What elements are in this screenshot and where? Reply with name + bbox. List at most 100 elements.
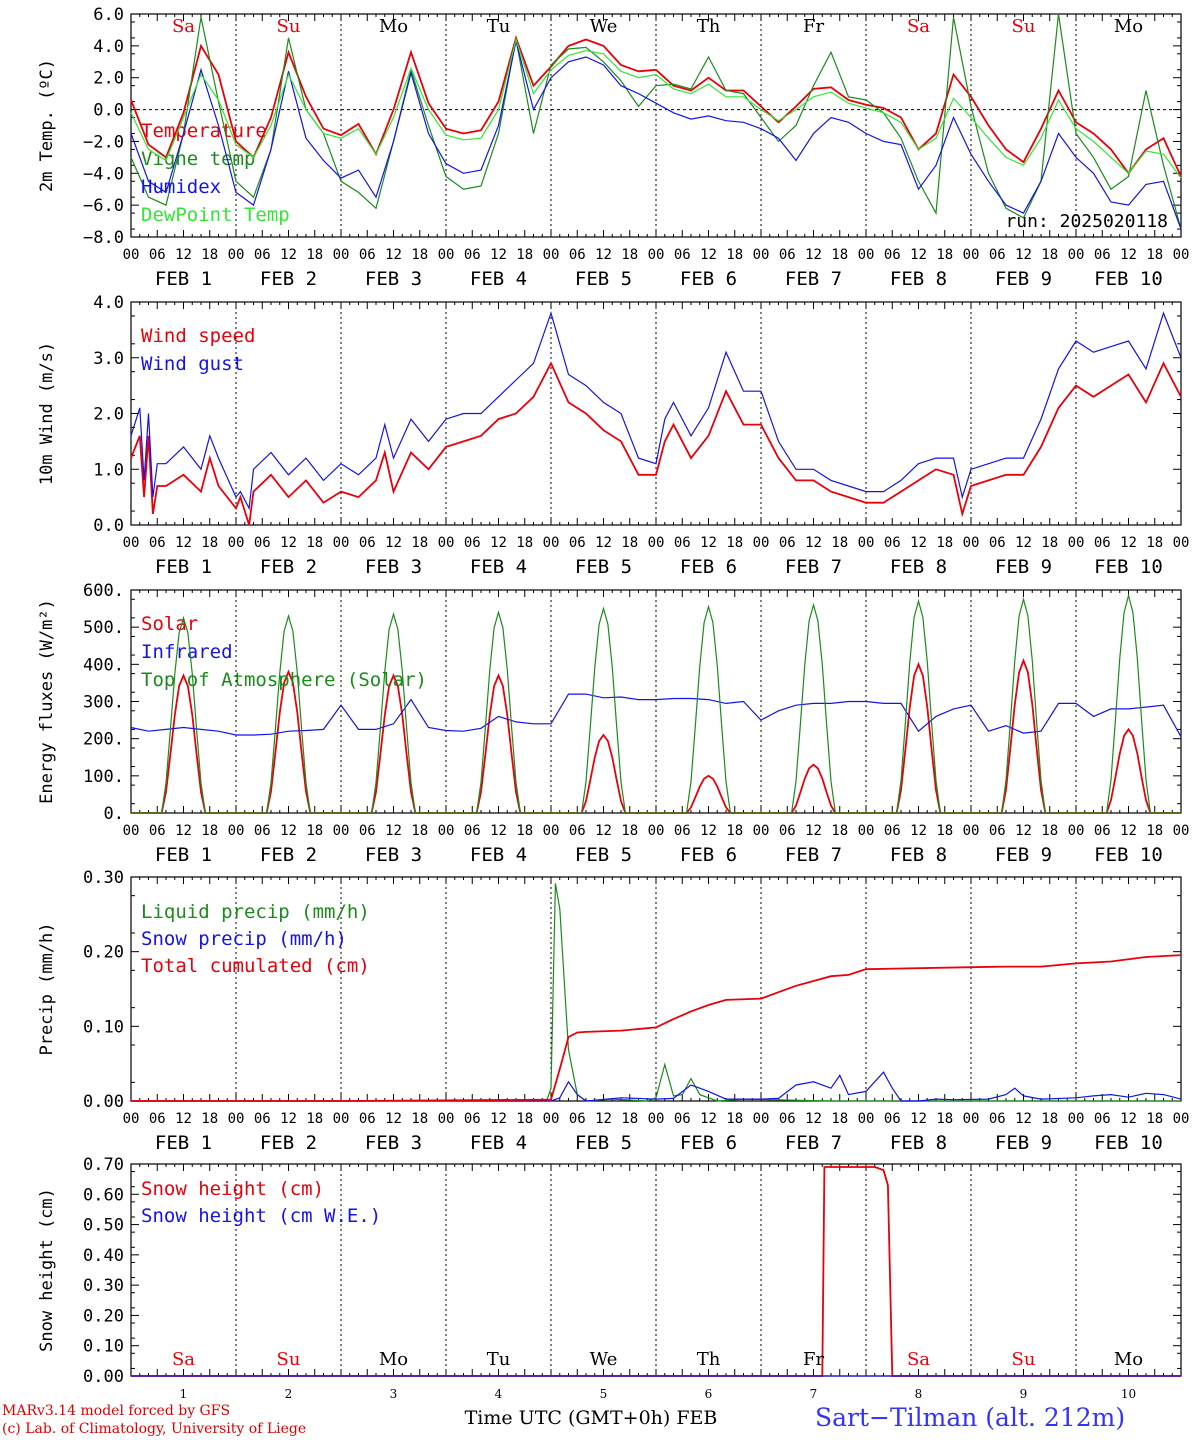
x-hour-label: 00: [123, 247, 140, 263]
x-hour-label: 12: [700, 247, 717, 263]
x-hour-label: 00: [648, 823, 665, 839]
y-tick-label: 0.10: [83, 1337, 124, 1357]
x-hour-label: 12: [385, 823, 402, 839]
x-date-label: FEB 3: [365, 268, 422, 290]
day-name-label: Sa: [172, 16, 195, 37]
x-hour-label: 12: [595, 1111, 612, 1127]
legend-entry: Top of Atmosphere (Solar): [141, 669, 427, 691]
x-hour-label: 18: [201, 823, 218, 839]
x-hour-label: 18: [936, 247, 953, 263]
x-hour-label: 18: [1041, 1111, 1058, 1127]
x-hour-label: 00: [123, 535, 140, 551]
x-hour-label: 18: [621, 247, 638, 263]
legend-entry: Solar: [141, 613, 198, 635]
y-tick-label: 0.: [104, 804, 124, 824]
day-name-label: Sa: [907, 1349, 930, 1370]
y-tick-label: 0.40: [83, 1246, 124, 1266]
y-axis-title: 2m Temp. (ºC): [37, 59, 57, 192]
series-line-dewpoint-temp: [130, 37, 1182, 179]
x-hour-label: 00: [228, 535, 245, 551]
x-hour-label: 12: [910, 247, 927, 263]
x-hour-label: 12: [1015, 247, 1032, 263]
x-hour-label: 06: [1094, 535, 1111, 551]
legend-entry: Liquid precip (mm/h): [141, 901, 370, 923]
y-tick-label: 0.50: [83, 1216, 124, 1236]
x-date-label: FEB 1: [155, 844, 212, 866]
x-hour-label: 00: [438, 823, 455, 839]
x-hour-label: 18: [306, 247, 323, 263]
x-date-label: FEB 5: [575, 844, 632, 866]
x-date-label: FEB 7: [785, 556, 842, 578]
x-hour-label: 18: [831, 1111, 848, 1127]
x-date-label: FEB 1: [155, 268, 212, 290]
x-hour-label: 18: [831, 823, 848, 839]
x-hour-label: 06: [569, 247, 586, 263]
x-hour-label: 00: [1173, 823, 1190, 839]
x-date-label: FEB 6: [680, 556, 737, 578]
x-hour-label: 00: [438, 247, 455, 263]
x-date-label: FEB 4: [470, 556, 527, 578]
run-label: run: 2025020118: [1005, 211, 1168, 232]
x-hour-label: 00: [858, 247, 875, 263]
x-date-label: FEB 3: [365, 844, 422, 866]
x-hour-label: 12: [700, 823, 717, 839]
x-hour-label: 18: [726, 1111, 743, 1127]
legend-entry: Temperature: [141, 120, 267, 142]
x-date-label: FEB 9: [995, 268, 1052, 290]
series-line-humidex: [130, 40, 1182, 230]
x-date-label: FEB 5: [575, 268, 632, 290]
x-hour-label: 06: [884, 1111, 901, 1127]
x-hour-label: 00: [123, 823, 140, 839]
y-tick-label: 0.00: [83, 1092, 124, 1112]
x-hour-label: 06: [569, 1111, 586, 1127]
y-tick-label: 0.0: [93, 101, 124, 121]
x-hour-label: 06: [779, 535, 796, 551]
x-hour-label: 18: [1146, 535, 1163, 551]
x-hour-label: 18: [831, 247, 848, 263]
x-hour-label: 12: [1120, 1111, 1137, 1127]
x-hour-label: 18: [201, 1111, 218, 1127]
x-date-label: FEB 1: [155, 556, 212, 578]
x-hour-label: 00: [543, 535, 560, 551]
day-name-label: Sa: [907, 16, 930, 37]
x-hour-label: 06: [464, 1111, 481, 1127]
x-hour-label: 00: [1173, 535, 1190, 551]
x-hour-label: 12: [595, 247, 612, 263]
x-hour-label: 18: [516, 247, 533, 263]
x-hour-label: 18: [201, 535, 218, 551]
x-hour-label: 00: [963, 1111, 980, 1127]
x-hour-label: 06: [359, 1111, 376, 1127]
x-hour-label: 18: [1041, 247, 1058, 263]
x-hour-label: 12: [1120, 247, 1137, 263]
x-hour-label: 06: [674, 823, 691, 839]
x-hour-label: 18: [411, 247, 428, 263]
x-hour-label: 00: [543, 1111, 560, 1127]
x-hour-label: 18: [306, 535, 323, 551]
x-hour-label: 18: [936, 535, 953, 551]
x-date-label: FEB 4: [470, 844, 527, 866]
x-hour-label: 06: [464, 535, 481, 551]
x-hour-label: 06: [779, 823, 796, 839]
series-line-temperature: [130, 34, 1182, 177]
day-name-label: Tu: [487, 16, 511, 37]
x-date-number: 2: [285, 1387, 293, 1401]
x-hour-label: 18: [1041, 823, 1058, 839]
legend-entry: Snow height (cm): [141, 1178, 324, 1200]
x-hour-label: 12: [1015, 1111, 1032, 1127]
y-tick-label: 200.: [83, 730, 124, 750]
day-name-label: Su: [277, 16, 301, 37]
x-date-label: FEB 7: [785, 844, 842, 866]
y-tick-label: 0.0: [93, 516, 124, 536]
y-tick-label: 0.60: [83, 1185, 124, 1205]
x-hour-label: 18: [1146, 823, 1163, 839]
day-name-label: Fr: [803, 16, 824, 37]
x-hour-label: 00: [648, 535, 665, 551]
x-hour-label: 12: [280, 247, 297, 263]
y-tick-label: 300.: [83, 693, 124, 713]
y-tick-label: 4.0: [93, 293, 124, 313]
x-hour-label: 06: [1094, 1111, 1111, 1127]
x-hour-label: 12: [175, 247, 192, 263]
y-tick-label: 2.0: [93, 69, 124, 89]
x-hour-label: 00: [858, 1111, 875, 1127]
x-hour-label: 12: [1015, 823, 1032, 839]
